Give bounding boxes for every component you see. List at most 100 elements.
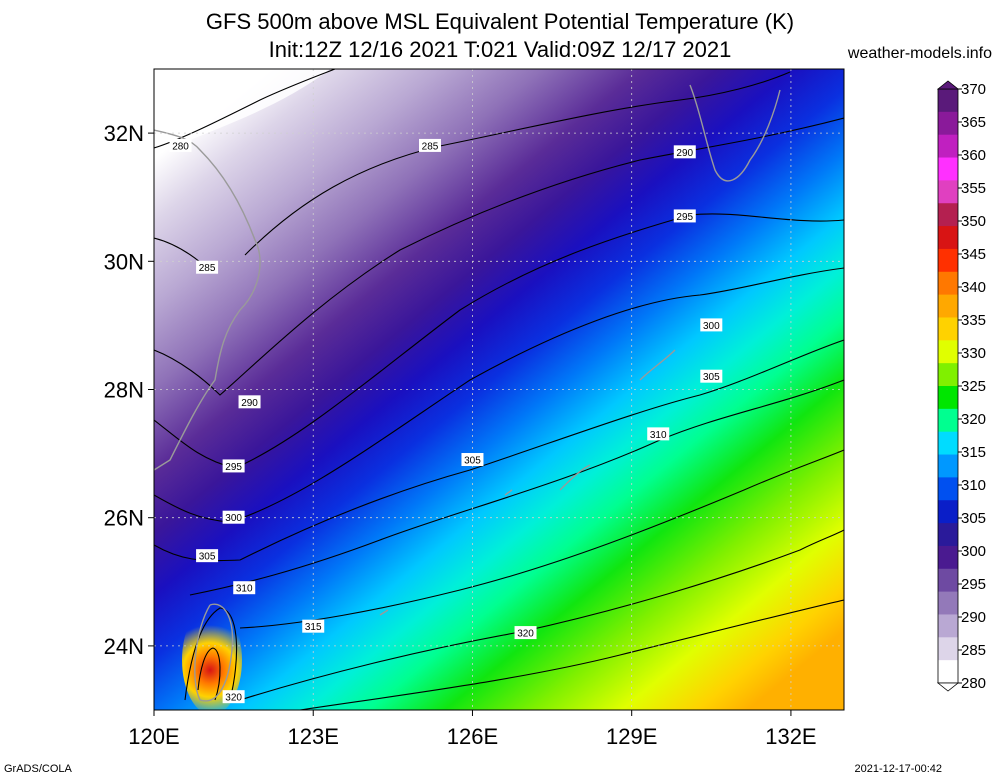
- colorbar-swatch: [938, 454, 958, 478]
- colorbar-swatch: [938, 203, 958, 227]
- contour-label-305: 305: [196, 549, 219, 563]
- colorbar-swatch: [938, 89, 958, 113]
- contour-310: [189, 379, 844, 596]
- colorbar-label: 320: [961, 411, 986, 428]
- contour-label-320: 320: [222, 690, 245, 704]
- svg-text:305: 305: [199, 552, 216, 563]
- site-credit[interactable]: weather-models.info: [847, 45, 992, 62]
- axis-ticks: 120E 123E 126E 129E 132E 24N 26N 28N 30N 32N: [104, 121, 817, 749]
- svg-text:310: 310: [236, 584, 253, 595]
- colorbar-label: 355: [961, 180, 986, 197]
- coastline-ryukyu: [639, 349, 676, 381]
- colorbar-swatch: [938, 226, 958, 250]
- colorbar-label: 335: [961, 312, 986, 329]
- contour-315: [239, 449, 844, 629]
- contour-305: [154, 339, 844, 562]
- svg-text:300: 300: [225, 513, 242, 524]
- svg-text:285: 285: [199, 263, 216, 274]
- svg-text:320: 320: [517, 629, 534, 640]
- colorbar-label: 325: [961, 378, 986, 395]
- colorbar-swatch: [938, 134, 958, 159]
- contour-label-285: 285: [196, 260, 219, 274]
- contour-label-305: 305: [700, 369, 723, 383]
- colorbar-swatch: [938, 248, 958, 273]
- coastline-china: [154, 129, 261, 471]
- colorbar-label: 365: [961, 114, 986, 131]
- svg-text:315: 315: [305, 622, 322, 633]
- colorbar-swatch: [938, 157, 958, 181]
- colorbar-swatch: [938, 294, 958, 318]
- colorbar-bottom-arrow: [936, 682, 960, 692]
- colorbar-label: 280: [961, 675, 986, 692]
- colorbar-swatch: [938, 477, 958, 501]
- contour-label-290: 290: [673, 145, 696, 159]
- graticule: [154, 69, 844, 710]
- colorbar-swatch: [938, 637, 958, 661]
- colorbar-swatch: [938, 568, 958, 593]
- contour-285-west: [154, 237, 201, 263]
- colorbar-swatch: [938, 500, 958, 524]
- colorbar-label: 295: [961, 576, 986, 593]
- contour-label-290: 290: [238, 395, 261, 409]
- contour-320: [239, 529, 844, 701]
- colorbar-label: 370: [961, 81, 986, 98]
- colorbar-swatch: [938, 317, 958, 341]
- contour-label-295: 295: [673, 209, 696, 223]
- contour-label-295: 295: [222, 459, 245, 473]
- svg-text:290: 290: [676, 148, 693, 159]
- svg-text:300: 300: [703, 321, 720, 332]
- coastline-taiwan: [194, 603, 234, 702]
- colorbar-top-arrow: [936, 80, 960, 90]
- contour-hotspot-outer: [184, 607, 238, 701]
- colorbar-label: 285: [961, 642, 986, 659]
- svg-text:305: 305: [703, 372, 720, 383]
- colorbar-label: 360: [961, 147, 986, 164]
- footer-timestamp: 2021-12-17-00:42: [854, 763, 942, 775]
- colorbar-swatch: [938, 591, 958, 615]
- colorbar-swatch: [938, 660, 958, 684]
- contour-label-320: 320: [514, 626, 537, 640]
- colorbar-label: 305: [961, 510, 986, 527]
- colorbar-label: 345: [961, 246, 986, 263]
- contour-labels: 280 285 285 290 290 295 295 300 300 305 305 305 310 3…: [169, 138, 723, 704]
- svg-text:285: 285: [422, 141, 439, 152]
- colorbar-swatch: [938, 431, 958, 456]
- lon-tick-label: 126E: [447, 724, 498, 749]
- footer-software: GrADS/COLA: [4, 763, 72, 775]
- coastline-kyushu: [689, 84, 781, 182]
- lat-tick-label: 28N: [104, 378, 144, 403]
- colorbar-swatch: [938, 111, 958, 136]
- contour-label-280: 280: [169, 138, 192, 152]
- colorbar-swatch: [938, 340, 958, 364]
- contour-label-315: 315: [302, 619, 325, 633]
- field-layer: [154, 69, 844, 710]
- colorbar-swatch: [938, 545, 958, 570]
- colorbar-swatch: [938, 363, 958, 387]
- contour-285-north: [244, 71, 791, 256]
- colorbar-label: 350: [961, 213, 986, 230]
- svg-text:295: 295: [225, 462, 242, 473]
- map-subtitle: Init:12Z 12/16 2021 T:021 Valid:09Z 12/1…: [268, 37, 732, 62]
- lat-tick-label: 32N: [104, 121, 144, 146]
- lon-tick-label: 123E: [288, 724, 339, 749]
- contour-290: [154, 117, 844, 396]
- colorbar-swatch: [938, 523, 958, 547]
- contour-label-300: 300: [700, 318, 723, 332]
- lon-tick-label: 129E: [606, 724, 657, 749]
- colorbar-label: 290: [961, 609, 986, 626]
- colorbar-label: 310: [961, 477, 986, 494]
- svg-text:305: 305: [464, 456, 481, 467]
- colorbar-swatch: [938, 408, 958, 433]
- colorbar-swatch: [938, 271, 958, 296]
- lat-tick-label: 26N: [104, 506, 144, 531]
- colorbar-swatch: [938, 180, 958, 204]
- map-title: GFS 500m above MSL Equivalent Potential …: [205, 9, 795, 34]
- contour-325: [299, 599, 844, 710]
- contour-280: [154, 69, 336, 149]
- warm-anomaly-shading: [182, 605, 242, 710]
- contour-label-310: 310: [647, 427, 670, 441]
- colorbar-swatch: [938, 386, 958, 410]
- colorbar: 370 365 360 355 350 345 340 335 330 325 320 315 310 3…: [936, 80, 986, 692]
- svg-text:280: 280: [172, 141, 189, 152]
